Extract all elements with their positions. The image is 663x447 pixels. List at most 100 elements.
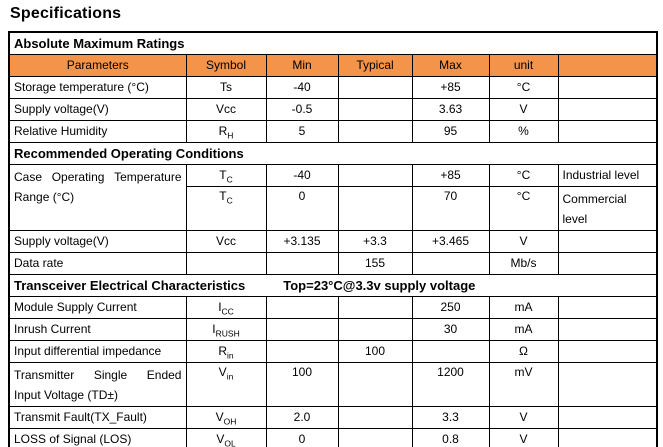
typical-cell <box>337 185 413 231</box>
symbol-base: V <box>215 410 224 424</box>
symbol-cell: Vin <box>185 361 267 407</box>
param-cell: Input differential impedance <box>8 339 187 363</box>
column-header-symbol: Symbol <box>185 53 267 77</box>
max-cell: +85 <box>411 75 490 99</box>
param-cell: Supply voltage(V) <box>8 229 187 253</box>
typical-cell <box>337 97 413 121</box>
typical-cell: +3.3 <box>337 229 413 253</box>
param-word: Transmitter <box>14 367 75 382</box>
table-row-relative-humidity: Relative Humidity RH 5 95 % <box>8 119 658 143</box>
section-title-text: Transceiver Electrical Characteristics <box>14 277 246 293</box>
note-cell <box>557 97 658 121</box>
typical-cell <box>337 75 413 99</box>
table-row-inrush-current: Inrush Current IRUSH 30 mA <box>8 317 658 341</box>
symbol-cell: Vcc <box>185 229 267 253</box>
min-cell: -40 <box>265 163 339 187</box>
table-row-supply-voltage-abs: Supply voltage(V) Vcc -0.5 3.63 V <box>8 97 658 121</box>
column-header-max: Max <box>411 53 490 77</box>
symbol-cell: Vcc <box>185 97 267 121</box>
param-second-line: Input Voltage (TD±) <box>14 387 118 402</box>
symbol-cell: Rin <box>185 339 267 363</box>
section-row-absolute-maximum-ratings: Absolute Maximum Ratings <box>8 31 658 55</box>
param-word: Ended <box>146 367 182 382</box>
table-row-storage-temperature: Storage temperature (°C) Ts -40 +85 °C <box>8 75 658 99</box>
max-cell: 250 <box>411 295 490 319</box>
max-cell: 3.63 <box>411 97 490 121</box>
page-title: Specifications <box>10 5 122 22</box>
param-justified-line: Case Operating Temperature <box>14 167 182 187</box>
table-row-transmit-fault: Transmit Fault(TX_Fault) VOH 2.0 3.3 V <box>8 405 658 429</box>
max-cell: +85 <box>411 163 490 187</box>
max-cell: 3.3 <box>411 405 490 429</box>
param-cell: Storage temperature (°C) <box>8 75 187 99</box>
unit-cell: Mb/s <box>488 251 559 275</box>
note-cell-commercial-level: Commercial level <box>557 185 658 231</box>
table-row-case-temp-industrial: Case Operating Temperature Range (°C) TC -… <box>8 163 658 231</box>
param-cell: Supply voltage(V) <box>8 97 187 121</box>
symbol-subscript: H <box>227 130 234 141</box>
table-row-supply-voltage-rec: Supply voltage(V) Vcc +3.135 +3.3 +3.465… <box>8 229 658 253</box>
unit-cell: V <box>488 97 559 121</box>
symbol-cell <box>185 251 267 275</box>
min-cell <box>265 251 339 275</box>
symbol-cell: IRUSH <box>185 317 267 341</box>
symbol-cell: RH <box>185 119 267 143</box>
param-cell-case-operating-temperature: Case Operating Temperature Range (°C) <box>8 163 187 231</box>
unit-cell: mV <box>488 361 559 407</box>
min-cell <box>265 295 339 319</box>
section-title-transceiver: Transceiver Electrical Characteristics To… <box>8 273 658 297</box>
note-cell <box>557 339 658 363</box>
table-row-transmitter-input-voltage: Transmitter Single Ended Input Voltage (TD… <box>8 361 658 407</box>
min-cell: 0 <box>265 185 339 231</box>
unit-cell: °C <box>488 163 559 187</box>
param-word: Operating <box>51 169 105 184</box>
note-cell <box>557 317 658 341</box>
section-title-absolute-maximum-ratings: Absolute Maximum Ratings <box>8 31 658 55</box>
symbol-base: I <box>218 300 222 314</box>
note-cell-industrial-level: Industrial level <box>557 163 658 187</box>
min-cell: 2.0 <box>265 405 339 429</box>
symbol-base: R <box>218 344 228 358</box>
param-cell: Inrush Current <box>8 317 187 341</box>
min-cell: 0 <box>265 427 339 447</box>
unit-cell: % <box>488 119 559 143</box>
min-cell: -0.5 <box>265 97 339 121</box>
param-word: Single <box>93 367 128 382</box>
min-cell: -40 <box>265 75 339 99</box>
note-cell <box>557 119 658 143</box>
table-row-data-rate: Data rate 155 Mb/s <box>8 251 658 275</box>
typical-cell <box>337 361 413 407</box>
section-row-transceiver-electrical-characteristics: Transceiver Electrical Characteristics To… <box>8 273 658 297</box>
symbol-base: Vcc <box>215 102 236 116</box>
param-cell: Data rate <box>8 251 187 275</box>
specifications-table: Absolute Maximum Ratings Parameters Symb… <box>8 31 658 447</box>
symbol-cell: ICC <box>185 295 267 319</box>
param-cell: Relative Humidity <box>8 119 187 143</box>
symbol-base: R <box>218 124 228 138</box>
column-header-typical: Typical <box>337 53 413 77</box>
symbol-base: Ts <box>220 80 232 94</box>
unit-cell: V <box>488 427 559 447</box>
note-cell <box>557 229 658 253</box>
max-cell <box>411 251 490 275</box>
param-word: Case <box>14 169 43 184</box>
note-cell <box>557 75 658 99</box>
max-cell: 0.8 <box>411 427 490 447</box>
note-cell <box>557 427 658 447</box>
section-title-recommended-operating-conditions: Recommended Operating Conditions <box>8 141 658 165</box>
table-row-input-differential-impedance: Input differential impedance Rin 100 Ω <box>8 339 658 363</box>
typical-cell: 100 <box>337 339 413 363</box>
table-row-case-temp-commercial: TC 0 70 °C Commercial level <box>9 185 658 231</box>
typical-cell <box>337 295 413 319</box>
min-cell <box>265 339 339 363</box>
symbol-subscript: OH <box>223 416 237 427</box>
max-cell: 95 <box>411 119 490 143</box>
symbol-cell: VOL <box>185 427 267 447</box>
column-header-row: Parameters Symbol Min Typical Max unit <box>8 53 658 77</box>
symbol-subscript: C <box>226 194 233 205</box>
symbol-subscript: in <box>227 350 234 361</box>
unit-cell: V <box>488 405 559 429</box>
param-second-line: Range (°C) <box>14 189 75 204</box>
symbol-subscript: OL <box>224 438 236 447</box>
